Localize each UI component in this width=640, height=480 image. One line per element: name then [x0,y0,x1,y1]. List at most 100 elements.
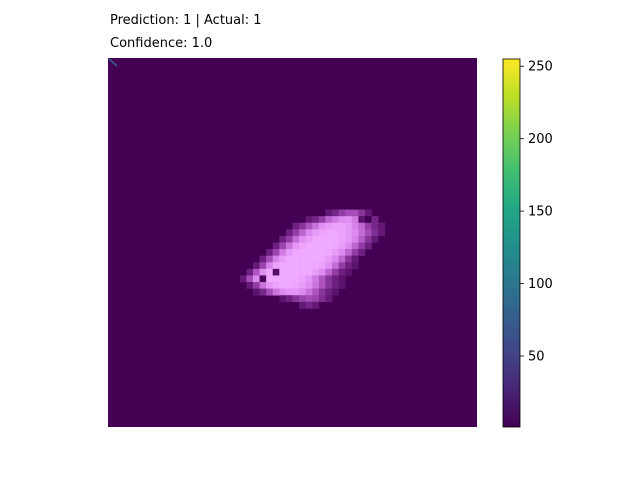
heatmap-cell [318,242,326,250]
heatmap-cell [318,268,326,276]
heatmap-cell [325,229,333,237]
heatmap-cell [252,268,260,276]
heatmap-cell [279,255,287,263]
heatmap-cell [332,282,339,289]
heatmap-cell [345,235,353,243]
heatmap-cell [272,288,280,296]
heatmap-cell [299,229,306,237]
colorbar-tick-label: 50 [528,350,545,365]
heatmap-cell [312,288,320,296]
heatmap-cell [272,282,280,289]
heatmap-cell [299,301,306,309]
heatmap-cell [272,275,280,283]
heatmap-cell [285,235,293,243]
heatmap-cell [272,249,280,256]
heatmap-cell [325,262,333,270]
heatmap-cell [292,262,300,270]
heatmap-cell [351,229,359,237]
heatmap-cell [266,275,274,283]
heatmap-cell [312,268,320,276]
heatmap-cell [325,288,333,296]
heatmap-cell [259,275,267,283]
heatmap-cell [351,255,359,263]
heatmap-cell [351,216,359,224]
heatmap-cell [266,249,274,256]
heatmap-cell [325,216,333,224]
heatmap-cell [318,262,326,270]
heatmap-cell [285,249,293,256]
heatmap-cell [299,288,306,296]
heatmap-cell [312,235,320,243]
heatmap-cell [312,229,320,237]
heatmap-cell [332,216,339,224]
heatmap-cell [252,275,260,283]
heatmap-cell [305,235,313,243]
heatmap-cell [305,229,313,237]
heatmap-cell [312,222,320,230]
heatmap-cell [364,222,372,230]
heatmap-cell [364,235,372,243]
heatmap-cell [351,262,359,270]
heatmap-cell [312,275,320,283]
heatmap-cell [345,222,353,230]
heatmap-cell [325,209,333,217]
heatmap-cell [252,282,260,289]
heatmap-cell [318,275,326,283]
heatmap-cell [378,229,386,237]
heatmap-cell [338,255,346,263]
colorbar-frame [502,58,521,428]
colorbar-ticks: 250 200 150 100 50 [520,60,553,365]
heatmap-cell [364,242,372,250]
heatmap-cell [292,242,300,250]
heatmap-cell [358,229,366,237]
heatmap-cell [338,229,346,237]
heatmap-cell [338,209,346,217]
heatmap-cell [325,295,333,303]
heatmap-cell [371,222,379,230]
heatmap-cell [299,268,306,276]
heatmap-cell [351,249,359,256]
heatmap-cell [272,255,280,263]
heatmap-cell [345,255,353,263]
heatmap-cell [305,222,313,230]
heatmap-cell [312,295,320,303]
heatmap-cell [338,242,346,250]
heatmap-cell [299,235,306,243]
heatmap-cell [266,288,274,296]
heatmap-cell [305,216,313,224]
heatmap-cell [358,209,366,217]
heatmap-cell [299,275,306,283]
heatmap-cell [266,262,274,270]
heatmap-cell [299,222,306,230]
heatmap-cell [318,288,326,296]
heatmap-cell [285,268,293,276]
colorbar: 250 200 150 100 50 [502,58,553,428]
heatmap-cell [345,216,353,224]
heatmap-cell [305,249,313,256]
heatmap-cell [299,262,306,270]
heatmap-cell [338,262,346,270]
heatmap-cell [239,275,247,283]
colorbar-tick-label: 150 [528,205,553,220]
heatmap-cell [332,209,339,217]
heatmap-cell [279,275,287,283]
colorbar-tick-label: 200 [528,132,553,147]
heatmap-cell [371,216,379,224]
heatmap-cell [351,242,359,250]
heatmap-cell [292,282,300,289]
heatmap-cell [259,268,267,276]
heatmap-cell [364,229,372,237]
heatmap-cell [259,255,267,263]
heatmap-cell [305,282,313,289]
heatmap-cell [318,255,326,263]
heatmap-cell [364,209,372,217]
heatmap-cell [266,268,274,276]
heatmap-cell [266,255,274,263]
heatmap-cell [332,255,339,263]
heatmap-cell [292,229,300,237]
heatmap-cell [351,209,359,217]
heatmap-cell [299,295,306,303]
heatmap-cell [285,242,293,250]
heatmap-cell [292,275,300,283]
heatmap-cell [358,216,366,224]
